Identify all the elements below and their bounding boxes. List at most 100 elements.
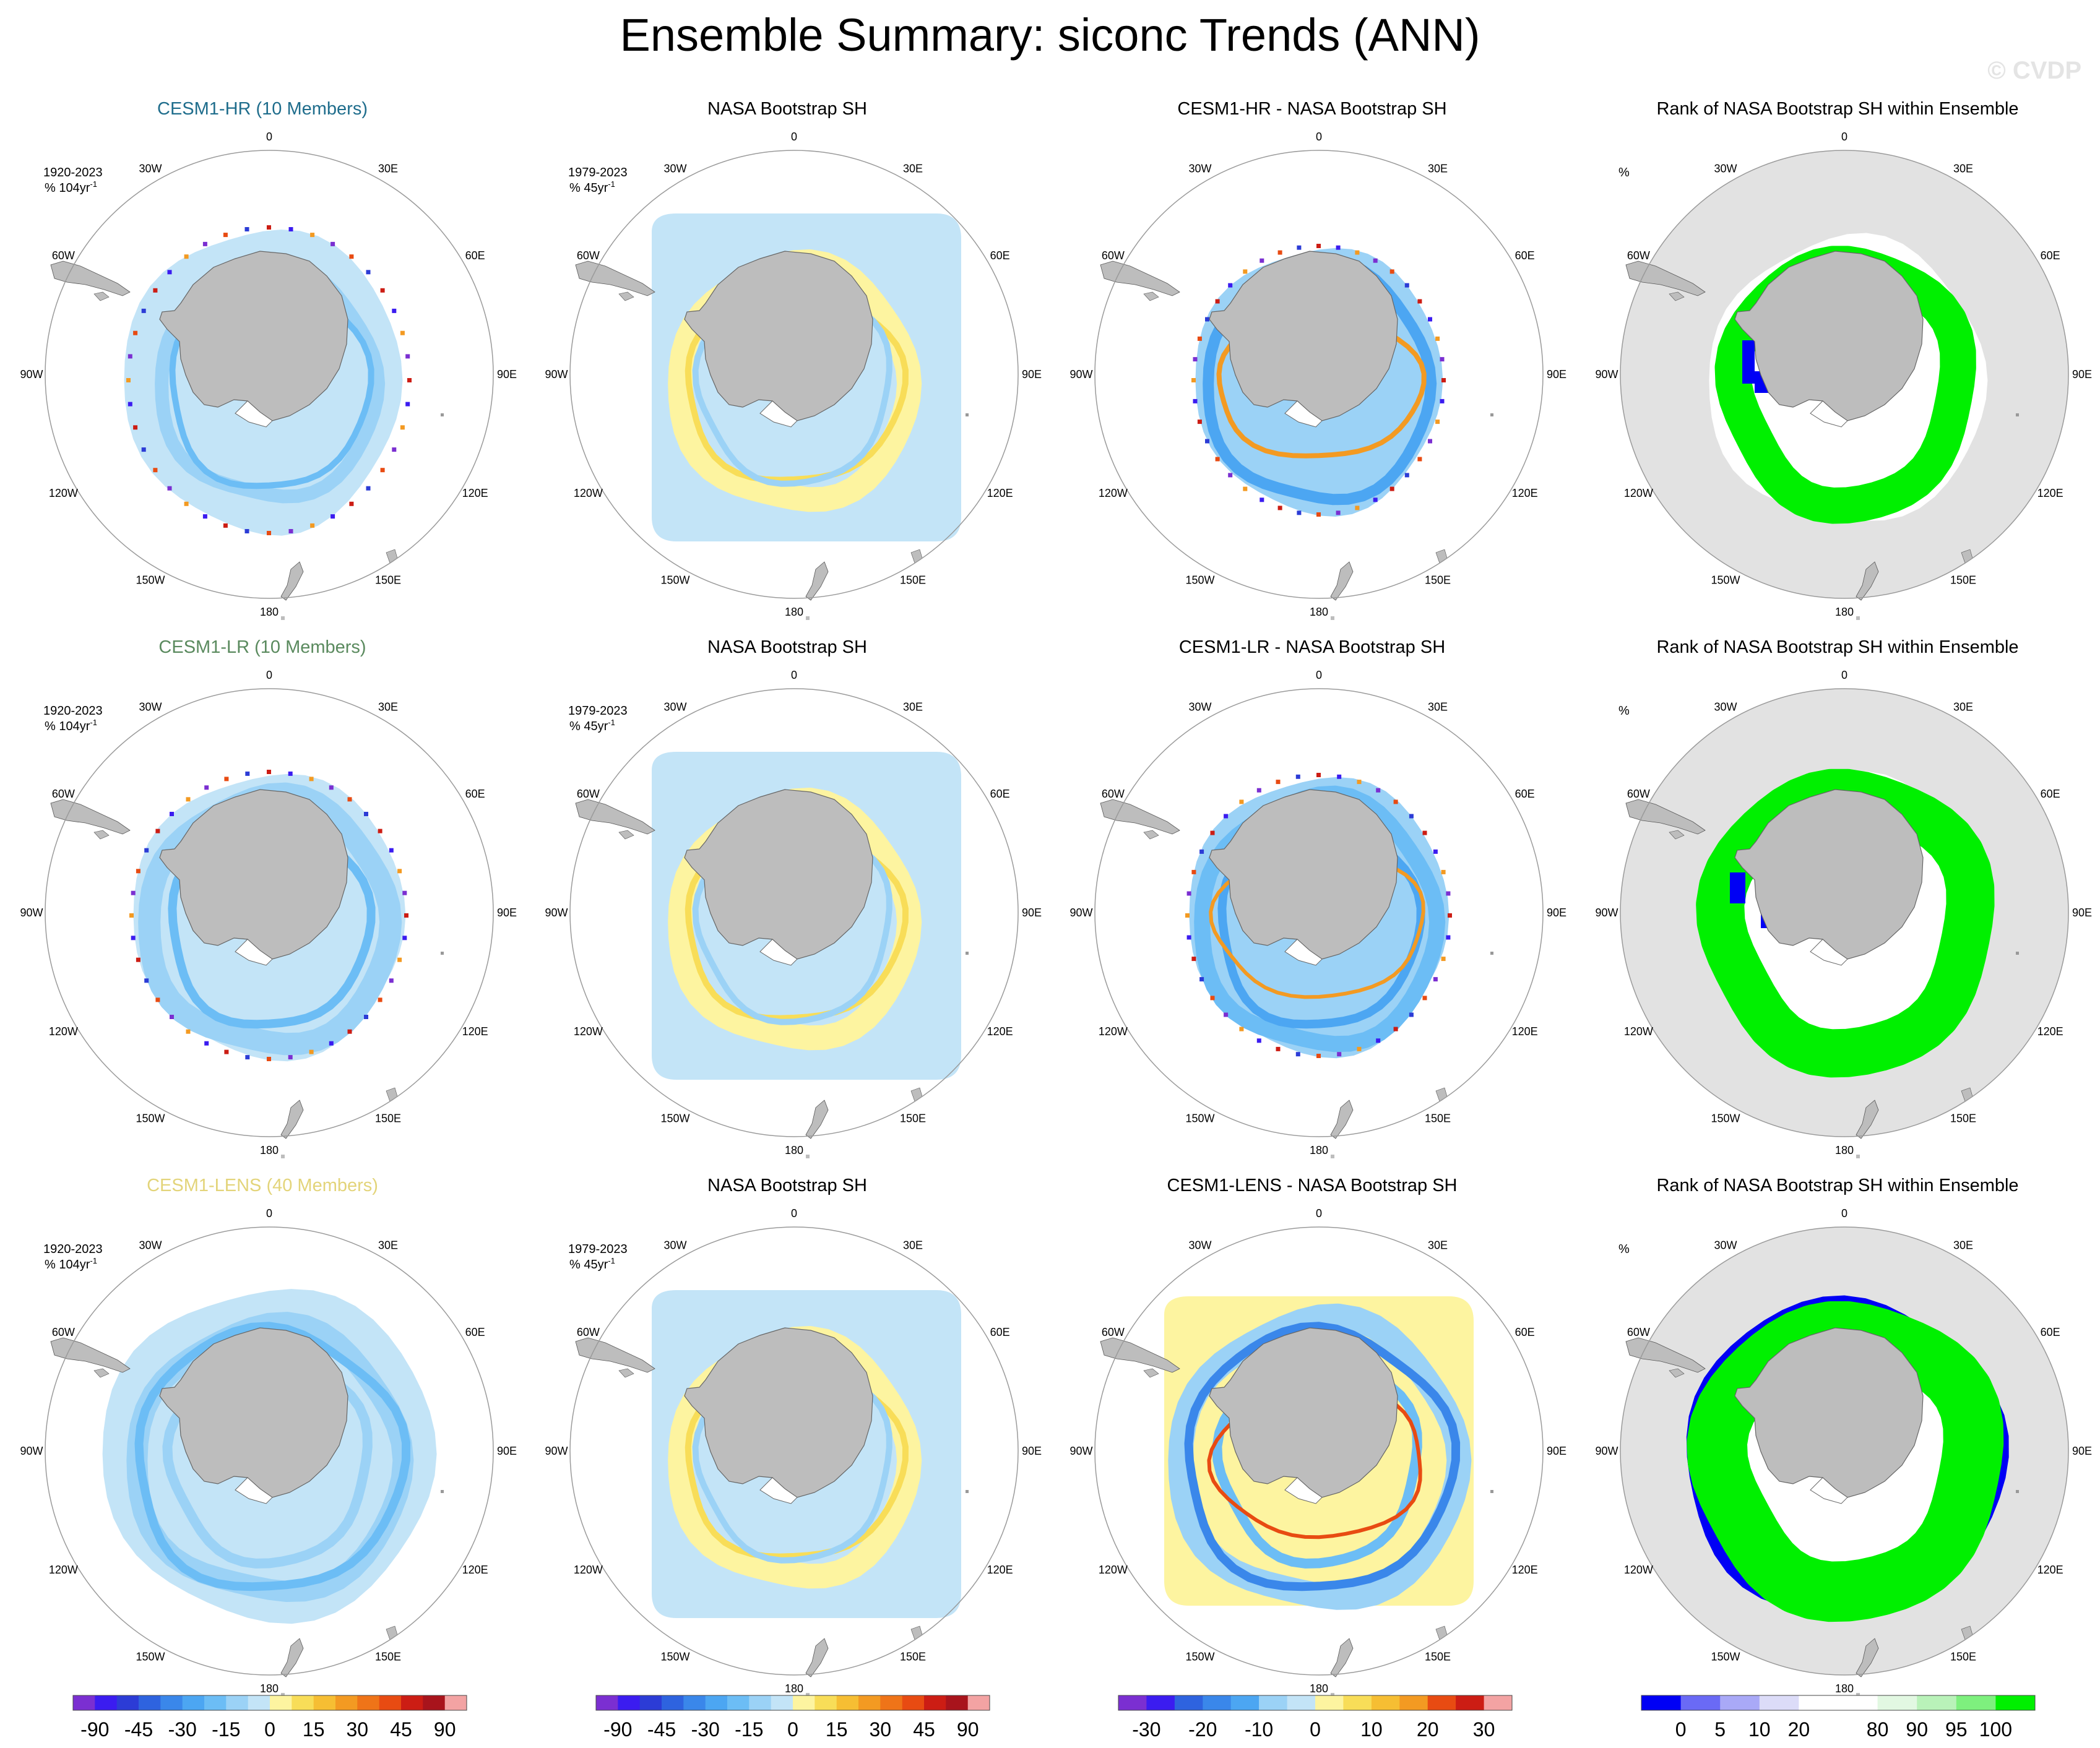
polar-map: 0 30E 60E 90E 120E 150E 180 150W 120W 90W 60W 30W 19… [20, 669, 517, 1158]
colorbar-swatch [182, 1695, 205, 1710]
colorbar-tick-label: 10 [1360, 1718, 1383, 1741]
colorbar-tick-label: 100 [1979, 1718, 2012, 1741]
ice-edge-pixel [136, 957, 140, 962]
colorbar-swatch [1917, 1695, 1957, 1710]
colorbar: 0 5 10 20 80 90 95 100 [1641, 1695, 2036, 1741]
longitude-label: 180 [785, 1144, 803, 1156]
island-marker [1856, 1155, 1860, 1158]
longitude-label: 90W [1595, 906, 1618, 919]
longitude-label: 150E [375, 574, 401, 587]
colorbar-tick-label: 10 [1748, 1718, 1771, 1741]
colorbar: -90 -45 -30 -15 0 15 30 45 90 [595, 1695, 990, 1741]
panel-title: CESM1-LENS - NASA Bootstrap SH [1167, 1176, 1458, 1195]
ice-edge-pixel [364, 1015, 368, 1019]
antarctica-landmass [159, 1327, 348, 1498]
ice-edge-pixel [1239, 799, 1244, 804]
ice-edge-pixel [127, 402, 132, 407]
polar-map: 0 30E 60E 90E 120E 150E 180 150W 120W 90W 60W 30W 19… [20, 131, 517, 620]
longitude-label: 90E [497, 368, 517, 381]
longitude-label: 120W [49, 1564, 78, 1576]
longitude-label: 60W [1102, 788, 1125, 800]
ice-edge-pixel [1336, 245, 1341, 250]
island-marker [806, 616, 810, 620]
map-boundary-circle [569, 1226, 1019, 1676]
ice-edge-pixel [1205, 439, 1209, 444]
island-marker [441, 952, 444, 955]
longitude-label: 120E [1512, 487, 1538, 499]
polar-map: 0 30E 60E 90E 120E 150E 180 150W 120W 90W 60W 30W [1069, 669, 1566, 1158]
colorbar-swatch [1259, 1695, 1287, 1710]
longitude-label: 150W [136, 574, 165, 587]
panel-title: NASA Bootstrap SH [707, 637, 867, 657]
ice-edge-pixel [244, 529, 249, 533]
colorbar-swatch [683, 1695, 706, 1710]
colorbar-swatch [1799, 1695, 1839, 1710]
ice-edge-pixel [405, 354, 410, 359]
ice-edge-pixel [155, 997, 160, 1002]
ice-edge-pixel [1297, 510, 1302, 515]
falkland-islands [1143, 291, 1159, 301]
ice-edge-pixel [1186, 935, 1191, 940]
trend-units-label: % 45yr-1 [569, 1256, 615, 1272]
colorbar-frame [595, 1695, 990, 1711]
rank-low-region [1730, 872, 1745, 903]
ice-edge-pixel [397, 869, 402, 874]
colorbar-swatch [313, 1695, 336, 1710]
ice-edge-pixel [1440, 357, 1445, 362]
colorbar-tick-label: -90 [603, 1718, 632, 1741]
units-superscript: -1 [90, 1256, 97, 1265]
ice-edge-pixel [141, 447, 146, 452]
longitude-label: 90E [2072, 1445, 2092, 1457]
island-marker [1490, 952, 1493, 955]
ice-edge-pixel [1295, 1052, 1300, 1057]
longitude-label: 60W [52, 1326, 75, 1338]
ice-edge-pixel [1373, 258, 1378, 263]
longitude-label: 30W [1714, 700, 1737, 713]
colorbar-tick-label: -90 [80, 1718, 109, 1741]
ice-edge-pixel [1433, 977, 1438, 982]
colorbar-swatch [946, 1695, 969, 1710]
polar-map: 0 30E 60E 90E 120E 150E 180 150W 120W 90W 60W 30W 19… [545, 131, 1042, 620]
island-marker [281, 616, 285, 620]
colorbar-swatch [423, 1695, 446, 1710]
antarctica-landmass [684, 251, 873, 421]
new-zealand-landmass [1856, 1638, 1879, 1677]
colorbar-tick-label: 5 [1714, 1718, 1726, 1741]
island-marker [2016, 1490, 2019, 1493]
ice-edge-pixel [202, 241, 207, 246]
antarctica-landmass [684, 789, 873, 960]
map-boundary-circle [45, 688, 494, 1137]
colorbar-tick-label: -15 [735, 1718, 763, 1741]
colorbar-swatch [771, 1695, 793, 1710]
map-panel: 0 30E 60E 90E 120E 150E 180 150W 120W 90W 60W 30W 19… [525, 99, 1050, 637]
colorbar-swatch [1315, 1695, 1344, 1710]
ice-edge-pixel [1210, 996, 1215, 1001]
ice-edge-pixel [364, 812, 368, 816]
colorbar-swatch [1230, 1695, 1260, 1710]
longitude-label: 90W [1595, 1445, 1618, 1457]
ice-edge-pixel [1295, 774, 1300, 779]
colorbar-swatch [292, 1695, 314, 1710]
longitude-label: 150E [900, 1651, 926, 1663]
colorbar-swatch [401, 1695, 423, 1710]
island-marker [1856, 1693, 1860, 1697]
longitude-label: 60W [577, 788, 600, 800]
map-panel: 0 30E 60E 90E 120E 150E 180 150W 120W 90W 60W 30W% R… [1575, 1176, 2100, 1714]
ice-edge-pixel [1276, 1046, 1281, 1051]
longitude-label: 120E [1512, 1025, 1538, 1038]
longitude-label: 120W [1624, 1564, 1653, 1576]
longitude-label: 90E [1547, 906, 1566, 919]
longitude-label: 0 [791, 131, 797, 143]
longitude-label: 150W [660, 1651, 689, 1663]
trend-period-label: 1979-2023 [568, 704, 628, 718]
longitude-label: 120E [987, 1564, 1013, 1576]
island-marker [806, 1693, 810, 1697]
longitude-label: 60E [990, 1326, 1010, 1338]
falkland-islands [93, 1368, 110, 1378]
ice-edge-pixel [1191, 957, 1196, 962]
longitude-label: 30E [903, 700, 923, 713]
ice-edge-pixel [1417, 299, 1422, 304]
colorbar-swatch [248, 1695, 270, 1710]
antarctica-landmass [159, 251, 348, 421]
south-america-landmass [1625, 799, 1706, 835]
